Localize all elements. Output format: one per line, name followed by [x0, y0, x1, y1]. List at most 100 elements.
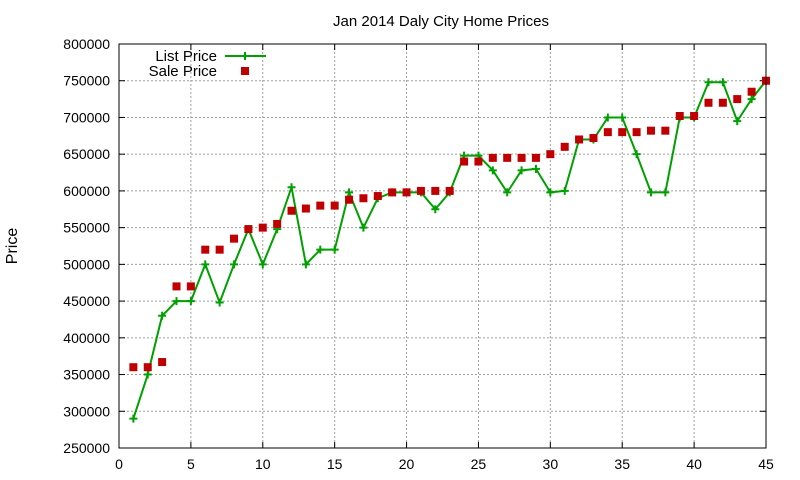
- y-tick-label: 400000: [63, 330, 110, 346]
- y-tick-label: 600000: [63, 183, 110, 199]
- sale-price-point: [474, 157, 483, 166]
- list-price-point: [215, 298, 224, 307]
- sale-price-point: [618, 128, 627, 137]
- legend-label-sale-price: Sale Price: [149, 63, 217, 80]
- x-tick-label: 10: [255, 456, 271, 472]
- sale-price-point: [172, 282, 181, 291]
- y-tick-label: 350000: [63, 367, 110, 383]
- sale-price-point: [230, 234, 239, 243]
- axis-ticks: 250000 300000 350000 400000 450000 500000 5500…: [63, 36, 774, 472]
- plot-border: [118, 43, 767, 449]
- sale-price-point: [575, 135, 584, 144]
- y-tick-label: 500000: [63, 256, 110, 272]
- list-price-point: [301, 260, 310, 269]
- sale-price-point: [158, 358, 167, 367]
- list-price-point: [704, 78, 713, 87]
- list-price-point: [646, 188, 655, 197]
- sale-price-point: [718, 98, 727, 107]
- sale-price-point: [747, 87, 756, 96]
- list-price-point: [618, 113, 627, 122]
- sale-price-point: [646, 126, 655, 135]
- list-price-point: [359, 223, 368, 232]
- list-price-point: [718, 78, 727, 87]
- x-tick-label: 35: [614, 456, 630, 472]
- sale-price-point: [546, 150, 555, 159]
- y-axis-label: Price: [4, 228, 21, 265]
- list-price-point: [158, 311, 167, 320]
- sale-price-point: [560, 142, 569, 151]
- list-price-point: [287, 183, 296, 192]
- sale-price-point: [704, 98, 713, 107]
- sale-price-point: [244, 225, 253, 234]
- x-tick-label: 20: [399, 456, 415, 472]
- sale-price-point: [503, 153, 512, 162]
- sale-price-point: [345, 195, 354, 204]
- list-price-point: [603, 113, 612, 122]
- x-tick-label: 40: [686, 456, 702, 472]
- x-tick-label: 45: [758, 456, 774, 472]
- y-tick-label: 750000: [63, 73, 110, 89]
- list-price-point: [503, 188, 512, 197]
- sale-price-point: [531, 153, 540, 162]
- sale-price-point: [316, 201, 325, 210]
- list-price-point: [517, 166, 526, 175]
- list-price-point: [330, 245, 339, 254]
- sale-price-point: [143, 363, 152, 372]
- sale-price-point: [258, 223, 267, 232]
- sale-price-point: [733, 95, 742, 104]
- sale-price-point: [675, 111, 684, 120]
- list-price-point: [661, 188, 670, 197]
- list-price-line: [132, 80, 767, 419]
- list-price-point: [186, 297, 195, 306]
- list-price-point: [143, 370, 152, 379]
- y-tick-label: 650000: [63, 146, 110, 162]
- legend-swatch-sale-price: [241, 67, 249, 75]
- list-price-point: [747, 95, 756, 104]
- sale-price-point: [690, 111, 699, 120]
- y-tick-label: 700000: [63, 109, 110, 125]
- x-tick-label: 30: [543, 456, 559, 472]
- list-price-point: [488, 166, 497, 175]
- chart-title: Jan 2014 Daly City Home Prices: [333, 13, 549, 30]
- y-tick-label: 800000: [63, 36, 110, 52]
- sale-price-point: [632, 128, 641, 137]
- sale-price-point: [460, 157, 469, 166]
- x-tick-label: 0: [115, 456, 123, 472]
- y-tick-label: 450000: [63, 293, 110, 309]
- list-price-point: [172, 297, 181, 306]
- sale-price-point: [129, 363, 138, 372]
- list-price-point: [546, 188, 555, 197]
- list-price-point: [733, 117, 742, 126]
- sale-price-point: [488, 153, 497, 162]
- x-tick-label: 25: [471, 456, 487, 472]
- sale-price-point: [445, 186, 454, 195]
- list-price-point: [632, 150, 641, 159]
- sale-price-point: [330, 201, 339, 210]
- list-price-point: [431, 205, 440, 214]
- list-price-point: [258, 260, 267, 269]
- list-price-point: [531, 164, 540, 173]
- sale-price-point: [416, 186, 425, 195]
- sale-price-point: [402, 188, 411, 197]
- sale-price-point: [273, 219, 282, 228]
- sale-price-point: [388, 188, 397, 197]
- sale-price-point: [301, 204, 310, 213]
- y-tick-label: 250000: [63, 440, 110, 456]
- list-price-point: [560, 186, 569, 195]
- sale-price-point: [215, 245, 224, 254]
- list-price-point: [230, 260, 239, 269]
- series-layer: [129, 76, 770, 423]
- sale-price-point: [589, 134, 598, 143]
- list-price-point: [129, 414, 138, 423]
- y-tick-label: 550000: [63, 220, 110, 236]
- grid: [119, 44, 766, 448]
- sale-price-point: [603, 128, 612, 137]
- list-price-point: [201, 260, 210, 269]
- x-tick-label: 5: [187, 456, 195, 472]
- legend-label-list-price: List Price: [155, 48, 217, 65]
- sale-price-point: [661, 126, 670, 135]
- sale-price-point: [186, 282, 195, 291]
- sale-price-point: [287, 206, 296, 215]
